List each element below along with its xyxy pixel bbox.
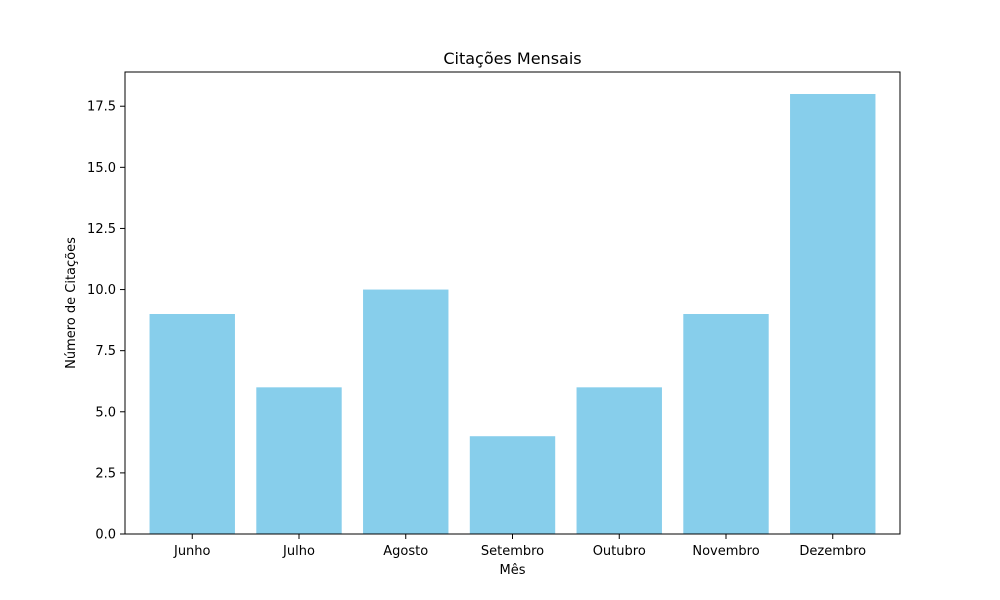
x-tick-label: Junho [173, 544, 211, 559]
bars-layer [149, 94, 876, 534]
y-tick-label: 5.0 [95, 405, 116, 420]
x-tick-label: Julho [282, 544, 315, 559]
y-tick-label: 12.5 [87, 222, 116, 237]
bar-novembro [683, 314, 769, 534]
bar-outubro [576, 387, 662, 534]
bar-dezembro [790, 94, 876, 534]
y-tick-label: 17.5 [87, 100, 116, 115]
x-tick-label: Dezembro [799, 544, 866, 559]
y-axis: 0.0 2.5 5.0 7.5 10.0 12.5 15.0 17.5 [87, 100, 125, 543]
x-tick-label: Outubro [593, 544, 646, 559]
y-axis-label: Número de Citações [64, 237, 79, 369]
y-tick-label: 2.5 [95, 466, 116, 481]
bar-setembro [469, 436, 556, 534]
y-tick-label: 0.0 [95, 528, 116, 543]
bar-junho [149, 314, 235, 534]
x-tick-label: Novembro [692, 544, 759, 559]
chart-title: Citações Mensais [443, 49, 581, 68]
x-axis: Junho Julho Agosto Setembro Outubro Novembro D… [173, 534, 866, 559]
x-tick-label: Setembro [481, 544, 544, 559]
bar-agosto [363, 289, 449, 534]
x-axis-label: Mês [500, 563, 526, 578]
bar-julho [256, 387, 342, 534]
plot-frame [124, 71, 901, 535]
y-tick-label: 10.0 [87, 283, 116, 298]
y-tick-label: 7.5 [95, 344, 116, 359]
x-tick-label: Agosto [383, 544, 428, 559]
y-tick-label: 15.0 [87, 161, 116, 176]
